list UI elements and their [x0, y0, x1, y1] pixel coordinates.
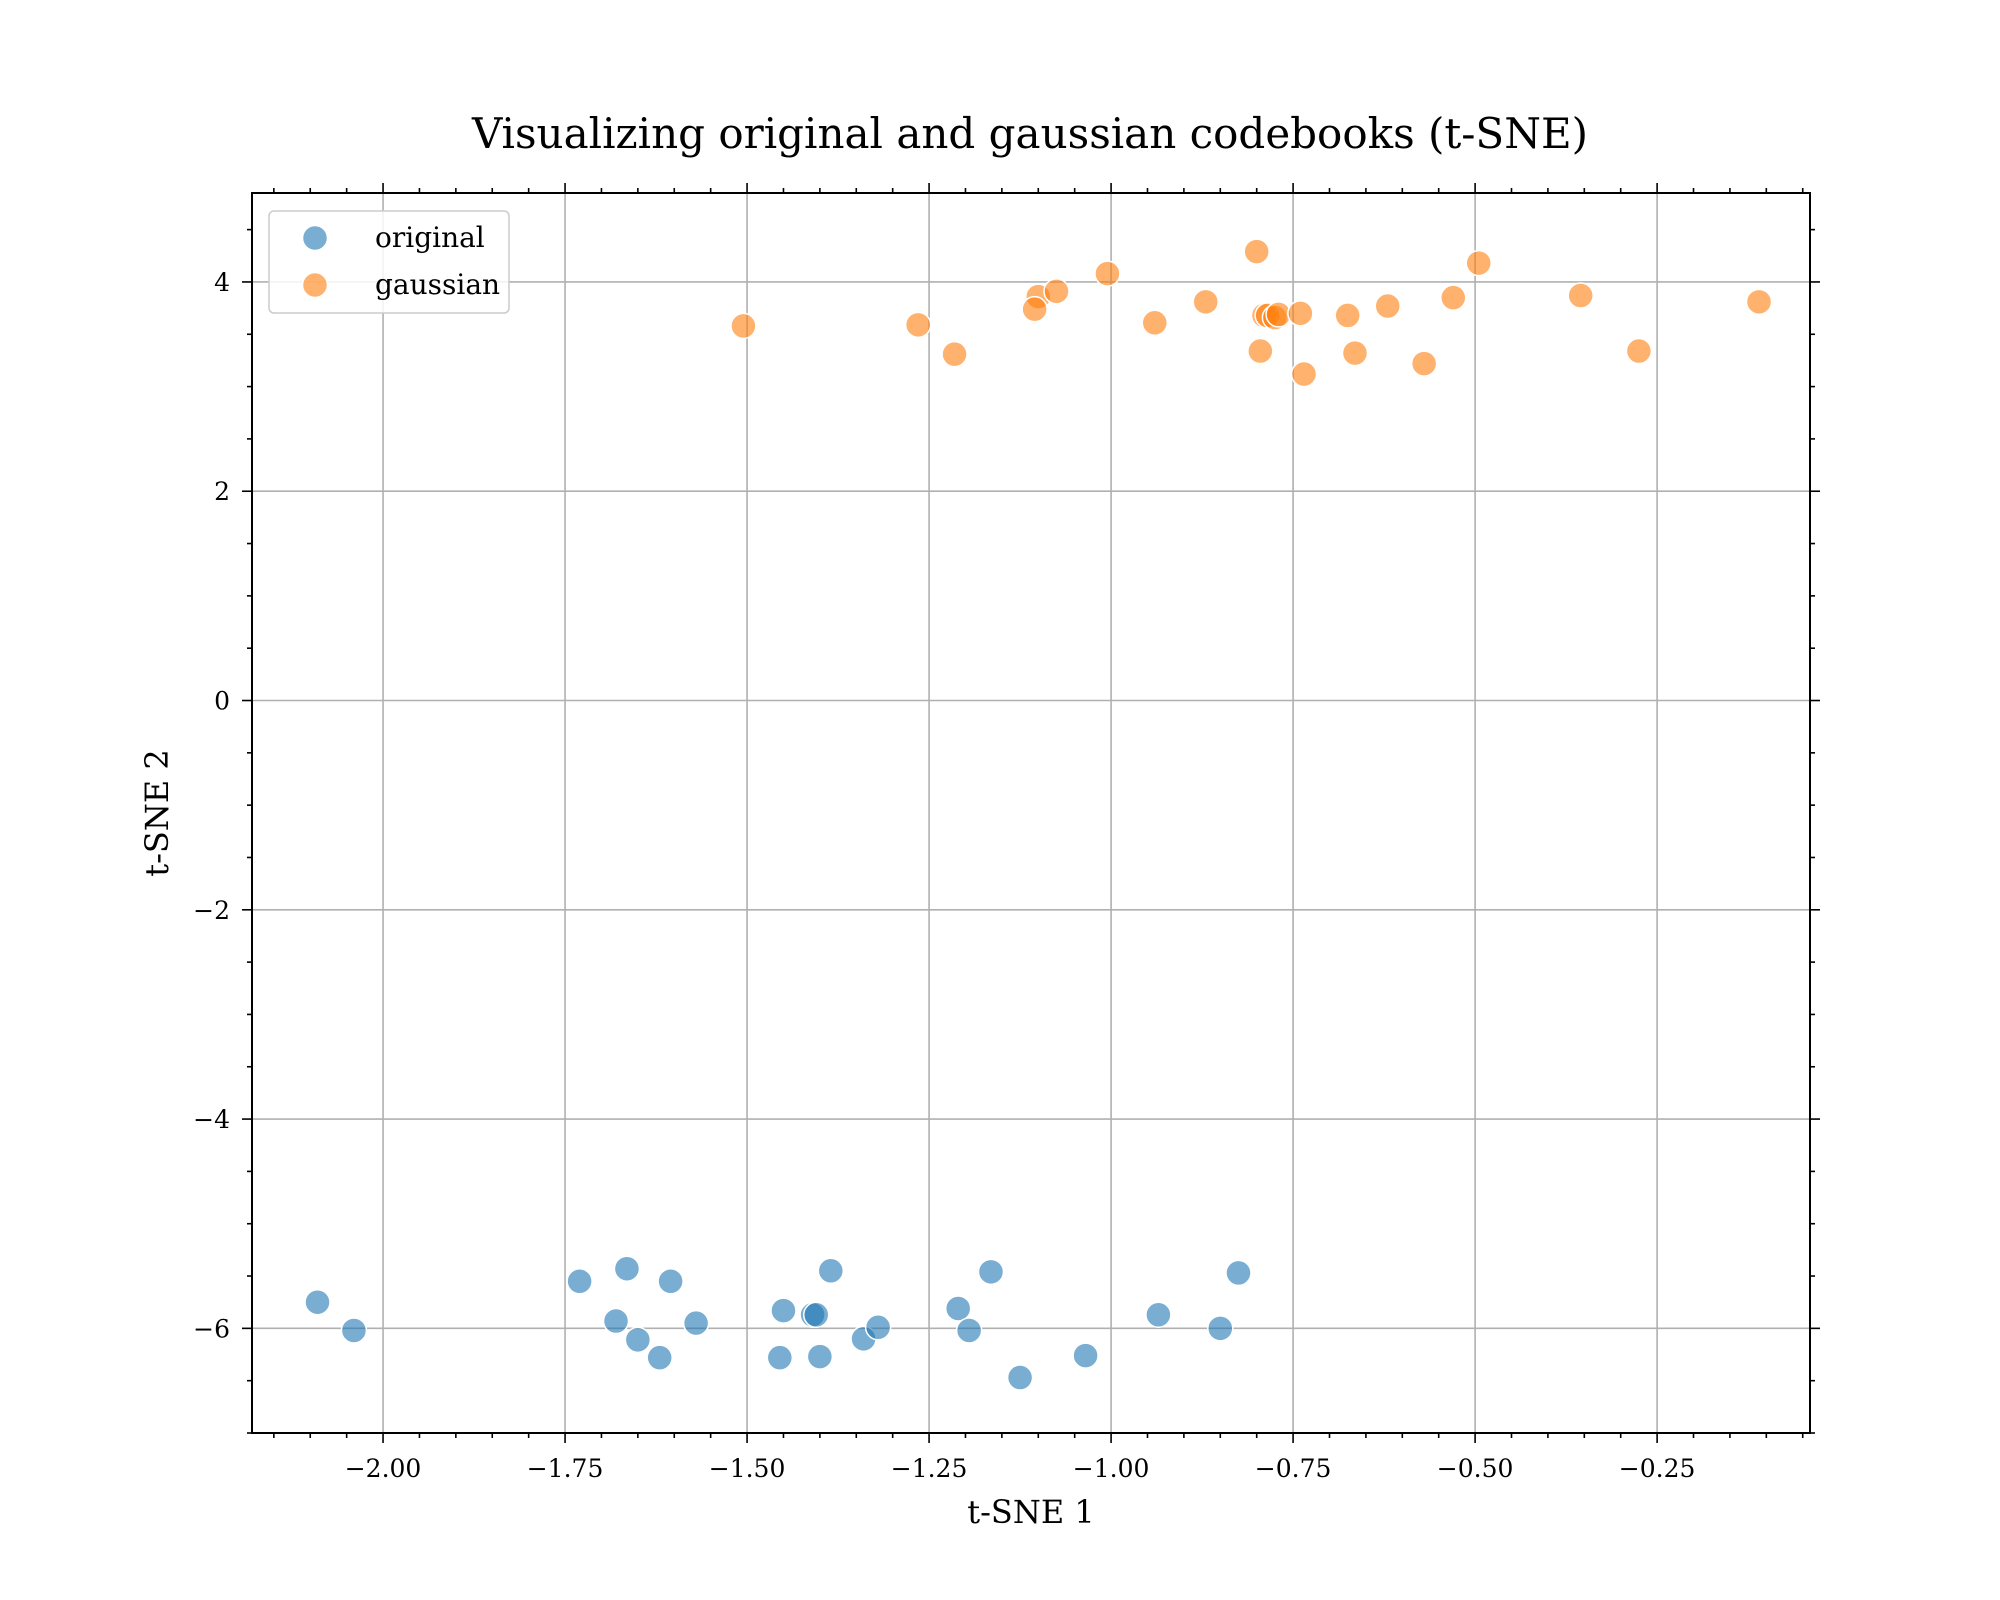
- data-point-gaussian: [1334, 302, 1361, 329]
- x-tick-label: −1.25: [891, 1454, 968, 1483]
- data-point-original: [657, 1268, 684, 1295]
- data-point-gaussian: [1094, 260, 1121, 287]
- data-point-original: [770, 1297, 797, 1324]
- data-point-original: [624, 1326, 652, 1354]
- data-point-gaussian: [1410, 350, 1438, 377]
- data-point-original: [944, 1295, 972, 1322]
- legend-label-gaussian: gaussian: [375, 268, 500, 301]
- data-point-gaussian: [941, 340, 968, 368]
- data-point-original: [817, 1257, 845, 1285]
- x-tick-label: −2.00: [345, 1454, 422, 1483]
- data-point-original: [304, 1288, 331, 1316]
- data-point-original: [613, 1255, 641, 1282]
- data-point-original: [1145, 1301, 1172, 1329]
- data-point-original: [602, 1307, 630, 1335]
- data-point-gaussian: [1465, 249, 1492, 277]
- data-point-original: [766, 1344, 794, 1371]
- data-point-gaussian: [1141, 309, 1169, 337]
- data-point-gaussian: [1287, 300, 1314, 327]
- data-point-original: [864, 1314, 892, 1341]
- legend-marker-original: [301, 224, 329, 252]
- legend: original gaussian: [268, 210, 510, 314]
- x-tick-label: −0.75: [1255, 1454, 1332, 1483]
- data-point-original: [955, 1317, 983, 1344]
- tick-labels: −2.00 −1.75 −1.50 −1.25 −1.00 −0.75 −0.50 −0.25…: [193, 268, 1695, 1483]
- y-axis-label: t-SNE 2: [138, 749, 176, 876]
- x-tick-label: −0.25: [1619, 1454, 1696, 1483]
- chart-title: Visualizing original and gaussian codebo…: [471, 109, 1588, 158]
- y-tick-label: −6: [193, 1314, 230, 1343]
- data-point-original: [1006, 1364, 1034, 1391]
- data-point-original: [1072, 1342, 1099, 1369]
- scatter-points: [304, 238, 1773, 1391]
- data-point-gaussian: [730, 312, 757, 340]
- data-point-gaussian: [1043, 278, 1070, 305]
- data-point-original: [682, 1309, 710, 1337]
- legend-marker-gaussian: [301, 271, 329, 299]
- y-tick-label: −2: [193, 896, 230, 925]
- data-point-original: [806, 1343, 834, 1370]
- data-point-original: [340, 1317, 368, 1344]
- data-point-gaussian: [1247, 337, 1274, 365]
- data-point-gaussian: [1745, 288, 1773, 316]
- data-point-gaussian: [1192, 288, 1219, 316]
- data-point-gaussian: [1567, 282, 1594, 309]
- x-axis-label: t-SNE 1: [967, 1493, 1094, 1531]
- data-point-original: [977, 1258, 1005, 1286]
- x-tick-label: −0.50: [1437, 1454, 1514, 1483]
- plot-frame: [251, 192, 1811, 1434]
- x-tick-label: −1.50: [709, 1454, 786, 1483]
- data-point-gaussian: [904, 311, 932, 339]
- x-tick-label: −1.75: [527, 1454, 604, 1483]
- y-tick-label: 0: [214, 687, 230, 716]
- data-point-original: [646, 1344, 673, 1371]
- y-tick-label: 2: [214, 477, 230, 506]
- data-point-gaussian: [1243, 238, 1270, 265]
- data-point-gaussian: [1021, 295, 1048, 323]
- data-point-gaussian: [1374, 292, 1401, 320]
- grid: [252, 193, 1810, 1433]
- data-point-original: [566, 1268, 593, 1295]
- y-tick-label: 4: [214, 268, 230, 297]
- y-tick-label: −4: [193, 1105, 230, 1134]
- x-tick-label: −1.00: [1073, 1454, 1150, 1483]
- series-gaussian: [730, 238, 1773, 388]
- data-point-gaussian: [1290, 360, 1318, 388]
- data-point-original: [1207, 1315, 1234, 1342]
- axis-ticks: [242, 183, 1820, 1443]
- data-point-original: [802, 1301, 830, 1329]
- legend-label-original: original: [375, 221, 485, 254]
- legend-box: [268, 210, 510, 314]
- series-original: [304, 1255, 1252, 1391]
- data-point-gaussian: [1625, 337, 1653, 365]
- data-point-gaussian: [1440, 284, 1467, 311]
- data-point-gaussian: [1341, 339, 1369, 367]
- data-point-original: [1225, 1259, 1252, 1287]
